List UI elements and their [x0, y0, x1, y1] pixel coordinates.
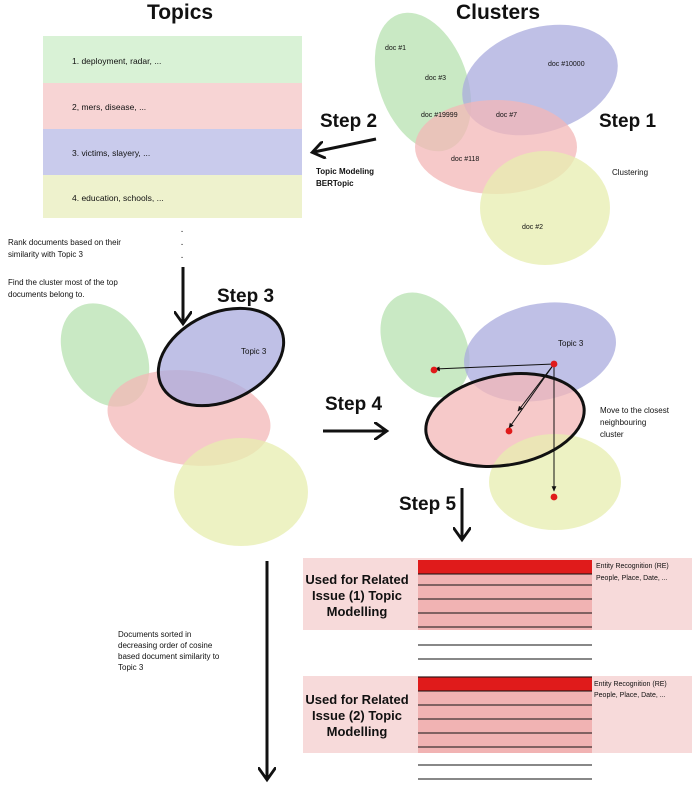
er-label: Entity Recognition (RE) — [596, 563, 669, 570]
document-rows — [418, 676, 592, 780]
step4-label: Step 4 — [325, 394, 382, 415]
issue-label: Modelling — [327, 724, 388, 739]
issue-block: Used for Related Issue (2) Topic Modelli… — [303, 676, 692, 780]
cluster-green — [380, 292, 470, 398]
er-label: People, Place, Date, ... — [594, 692, 666, 699]
issue-label: Used for Related — [305, 692, 408, 707]
doc-label: doc #2 — [522, 224, 543, 231]
cluster-blue — [159, 309, 283, 405]
distance-arrow — [434, 363, 555, 372]
topic-label: 3. victims, slayery, ... — [72, 148, 150, 158]
document-rows — [418, 573, 592, 660]
issue-label: Modelling — [327, 604, 388, 619]
topic-row — [43, 36, 302, 83]
topic-row — [43, 175, 302, 218]
step2-caption: BERTopic — [316, 179, 354, 188]
issue-label: Used for Related — [305, 572, 408, 587]
selected-cluster-outline — [156, 306, 286, 408]
doc-label: doc #118 — [451, 156, 479, 163]
clusters-header: Clusters — [456, 1, 540, 24]
clusters-diagram: doc #1 doc #3 doc #10000 doc #19999 doc … — [374, 12, 618, 265]
find-text: documents belong to. — [8, 290, 85, 299]
ellipsis-dot: · — [180, 239, 183, 250]
cluster-yellow — [480, 151, 610, 265]
issue-label: Issue (2) Topic — [312, 708, 402, 723]
doc-label: doc #1 — [385, 45, 406, 52]
topics-header: Topics — [147, 1, 213, 24]
move-text: cluster — [600, 430, 624, 439]
doc-label: doc #10000 — [548, 61, 585, 68]
document-point — [505, 427, 513, 435]
move-text: neighbouring — [600, 418, 646, 427]
topic-label: 4. education, schools, ... — [72, 193, 164, 203]
document-point — [550, 493, 558, 501]
ellipsis-dot: · — [180, 252, 183, 263]
doc-label: doc #19999 — [421, 112, 458, 119]
topic-row — [43, 129, 302, 175]
find-text: Find the cluster most of the top — [8, 278, 118, 287]
rank-text: Rank documents based on their — [8, 238, 121, 247]
ellipsis-dot: · — [180, 226, 183, 237]
topic3-label: Topic 3 — [558, 339, 584, 348]
distance-arrow — [508, 363, 555, 429]
step1-label: Step 1 — [599, 111, 656, 132]
topic-label: 1. deployment, radar, ... — [72, 56, 161, 66]
step4-diagram: Topic 3 — [380, 292, 621, 530]
sorted-text: Documents sorted in — [118, 630, 191, 639]
topic-label: 2, mers, disease, ... — [72, 102, 146, 112]
doc-label: doc #3 — [425, 75, 446, 82]
er-label: Entity Recognition (RE) — [594, 681, 667, 688]
step2-label: Step 2 — [320, 111, 377, 132]
topic-list: 1. deployment, radar, ... 2, mers, disea… — [43, 36, 302, 263]
topic3-label: Topic 3 — [241, 347, 267, 356]
closest-cluster-outline — [424, 372, 586, 468]
issue-label: Issue (1) Topic — [312, 588, 402, 603]
entity-recognition-row — [418, 560, 592, 574]
top-documents-band — [418, 691, 592, 753]
cluster-yellow — [489, 434, 621, 530]
topic-row — [43, 83, 302, 129]
document-point — [430, 366, 438, 374]
doc-label: doc #7 — [496, 112, 517, 119]
step5-label: Step 5 — [399, 494, 456, 515]
move-text: Move to the closest — [600, 406, 670, 415]
step2-caption: Topic Modeling — [316, 167, 374, 176]
step2-arrow — [314, 137, 377, 152]
sorted-text: based document similarity to — [118, 652, 220, 661]
er-label: People, Place, Date, ... — [596, 575, 668, 582]
step1-caption: Clustering — [612, 168, 648, 177]
step3-label: Step 3 — [217, 286, 274, 307]
sorted-text: Topic 3 — [118, 663, 144, 672]
cluster-yellow — [174, 438, 308, 546]
top-documents-band — [418, 574, 592, 630]
sorted-text: decreasing order of cosine — [118, 641, 213, 650]
topic3-point — [550, 360, 558, 368]
distance-arrow — [517, 363, 555, 412]
issue-block: Used for Related Issue (1) Topic Modelli… — [303, 558, 692, 660]
step3-diagram: Topic 3 — [60, 303, 308, 546]
entity-recognition-row — [418, 677, 592, 691]
rank-text: similarity with Topic 3 — [8, 250, 84, 259]
cluster-green — [60, 303, 150, 407]
